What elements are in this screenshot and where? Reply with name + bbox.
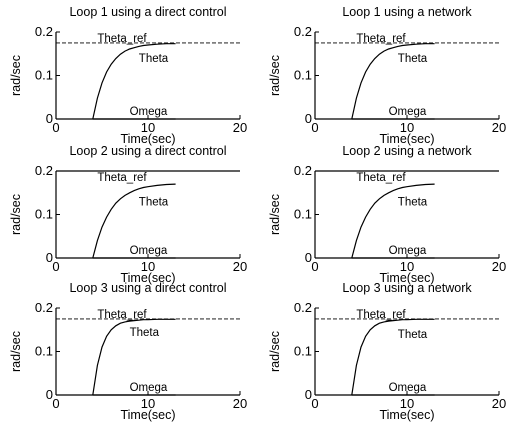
x-tick-label: 10: [400, 396, 414, 411]
y-tick-label: 0.1: [294, 207, 312, 222]
y-axis-label: rad/sec: [268, 55, 282, 96]
y-tick-label: 0.2: [35, 24, 53, 39]
subplot-1: Loop 1 using a direct control 0 0.1 0.2 0 10 2…: [9, 5, 247, 146]
x-tick-label: 10: [400, 120, 414, 135]
series-annotation: Theta_ref: [356, 309, 406, 321]
y-axis-label: rad/sec: [9, 331, 23, 372]
x-tick-label: 0: [311, 259, 318, 274]
y-tick-label: 0: [46, 111, 53, 126]
series-annotation: Omega: [389, 106, 427, 118]
y-axis-label: rad/sec: [9, 194, 23, 235]
series-annotation: Omega: [130, 382, 168, 394]
x-axis-label: Time(sec): [120, 132, 175, 146]
series-annotation: Theta_ref: [97, 309, 147, 321]
series-annotation: Omega: [130, 245, 168, 257]
y-tick-label: 0: [46, 250, 53, 265]
x-axis-label: Time(sec): [120, 408, 175, 422]
y-tick-label: 0.2: [294, 24, 312, 39]
x-tick-label: 20: [233, 259, 247, 274]
y-tick-label: 0: [305, 250, 312, 265]
y-tick-label: 0.2: [294, 300, 312, 315]
x-axis-label: Time(sec): [379, 271, 434, 285]
series-annotation: Omega: [389, 245, 427, 257]
subplot-title: Loop 2 using a direct control: [69, 144, 226, 158]
series-annotation: Theta: [139, 53, 169, 65]
y-tick-label: 0.1: [35, 207, 53, 222]
x-axis-label: Time(sec): [120, 271, 175, 285]
x-tick-label: 0: [311, 396, 318, 411]
series-annotation: Theta: [398, 53, 428, 65]
subplot-4: Loop 2 using a network 0 0.1 0.2 0 10 20 Time(s…: [268, 144, 506, 285]
subplot-title: Loop 2 using a network: [342, 144, 472, 158]
x-axis-label: Time(sec): [379, 408, 434, 422]
subplot-title: Loop 3 using a network: [342, 281, 472, 295]
series-line-2: [92, 183, 176, 259]
x-tick-label: 0: [52, 259, 59, 274]
y-tick-label: 0.2: [294, 163, 312, 178]
subplot-2: Loop 1 using a network 0 0.1 0.2 0 10 20 Time(s…: [268, 5, 506, 146]
series-annotation: Theta: [398, 329, 428, 341]
series-annotation: Omega: [130, 106, 168, 118]
y-tick-label: 0: [46, 387, 53, 402]
x-axis-label: Time(sec): [379, 132, 434, 146]
x-tick-label: 20: [233, 120, 247, 135]
series-annotation: Theta_ref: [356, 172, 406, 184]
series-annotation: Theta: [130, 327, 160, 339]
y-tick-label: 0: [305, 111, 312, 126]
series-annotation: Omega: [389, 382, 427, 394]
x-tick-label: 0: [311, 120, 318, 135]
y-tick-label: 0.1: [294, 68, 312, 83]
series-annotation: Theta: [398, 196, 428, 208]
series-line-2: [92, 43, 176, 120]
x-tick-label: 20: [492, 396, 506, 411]
x-tick-label: 20: [492, 120, 506, 135]
x-tick-label: 10: [141, 396, 155, 411]
series-annotation: Theta_ref: [97, 172, 147, 184]
y-tick-label: 0.1: [35, 344, 53, 359]
series-line-2: [351, 43, 435, 120]
y-axis-label: rad/sec: [268, 194, 282, 235]
subplot-5: Loop 3 using a direct control 0 0.1 0.2 0 10 2…: [9, 281, 247, 422]
y-tick-label: 0.2: [35, 300, 53, 315]
y-tick-label: 0.1: [35, 68, 53, 83]
y-tick-label: 0.1: [294, 344, 312, 359]
y-axis-label: rad/sec: [268, 331, 282, 372]
series-annotation: Theta_ref: [356, 33, 406, 45]
x-tick-label: 10: [141, 120, 155, 135]
subplot-title: Loop 1 using a direct control: [69, 5, 226, 19]
y-tick-label: 0: [305, 387, 312, 402]
x-tick-label: 10: [141, 259, 155, 274]
series-line-2: [351, 183, 435, 259]
series-annotation: Theta: [139, 196, 169, 208]
subplot-title: Loop 3 using a direct control: [69, 281, 226, 295]
y-tick-label: 0.2: [35, 163, 53, 178]
y-axis-label: rad/sec: [9, 55, 23, 96]
subplot-6: Loop 3 using a network 0 0.1 0.2 0 10 20 Time(s…: [268, 281, 506, 422]
subplot-title: Loop 1 using a network: [342, 5, 472, 19]
x-tick-label: 10: [400, 259, 414, 274]
series-line-2: [351, 318, 435, 396]
x-tick-label: 0: [52, 120, 59, 135]
x-tick-label: 0: [52, 396, 59, 411]
subplot-3: Loop 2 using a direct control 0 0.1 0.2 0 10 2…: [9, 144, 247, 285]
series-annotation: Theta_ref: [97, 33, 147, 45]
series-line-2: [92, 318, 176, 396]
x-tick-label: 20: [233, 396, 247, 411]
x-tick-label: 20: [492, 259, 506, 274]
